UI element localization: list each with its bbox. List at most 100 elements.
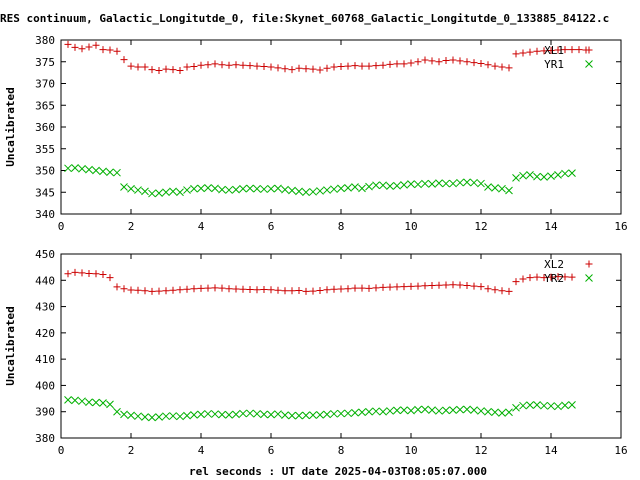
legend-label: XL2 (544, 258, 564, 271)
data-point (113, 47, 121, 55)
y-tick-label: 370 (35, 78, 55, 91)
legend-label: XL1 (544, 44, 564, 57)
data-point (225, 186, 233, 194)
data-point (540, 401, 548, 410)
data-point (449, 406, 457, 414)
data-point (379, 283, 387, 291)
data-point (162, 287, 170, 295)
data-point (260, 63, 268, 71)
y-tick-label: 450 (35, 248, 55, 261)
series-yr1 (64, 164, 576, 198)
data-point (302, 411, 310, 420)
data-point (372, 62, 380, 70)
data-point (512, 50, 520, 58)
legend-label: YR1 (544, 58, 564, 71)
data-point (540, 173, 548, 181)
data-point (92, 398, 100, 407)
data-point (211, 60, 219, 68)
data-point (113, 283, 121, 291)
data-point (568, 169, 576, 177)
x-tick-label: 0 (58, 444, 65, 457)
data-point (274, 286, 282, 294)
data-point (330, 185, 338, 194)
data-point (533, 47, 541, 55)
data-point (218, 185, 226, 194)
data-point (176, 286, 184, 294)
data-point (218, 61, 226, 69)
data-point (470, 282, 478, 290)
data-point (337, 63, 345, 71)
data-point (400, 181, 408, 189)
data-point (519, 275, 527, 283)
data-point (169, 286, 177, 294)
x-tick-label: 16 (614, 444, 627, 457)
series-xl1 (64, 40, 590, 74)
data-point (155, 189, 163, 197)
data-point (295, 287, 303, 295)
data-point (302, 188, 310, 197)
data-point (141, 287, 149, 295)
y-tick-label: 420 (35, 327, 55, 340)
data-point (547, 172, 555, 181)
data-point (428, 406, 436, 414)
data-point (365, 407, 373, 416)
data-point (386, 60, 394, 68)
data-point (442, 179, 450, 188)
data-point (365, 182, 373, 191)
y-tick-label: 430 (35, 301, 55, 314)
data-point (288, 186, 296, 195)
data-point (568, 273, 576, 281)
data-point (134, 63, 142, 71)
data-point (526, 274, 534, 282)
data-point (477, 179, 485, 188)
data-point (435, 281, 443, 289)
data-point (344, 62, 352, 70)
data-point (190, 285, 198, 293)
data-point (225, 285, 233, 293)
plot-panel-2: 0 2 4 6 8 10 12 14 16 380 390 400 410 420 430 440 450 Unc… (4, 248, 628, 457)
data-point (519, 401, 527, 410)
data-point (92, 166, 100, 175)
data-point (428, 57, 436, 65)
data-point (260, 185, 268, 194)
y-tick-label: 355 (35, 143, 55, 156)
data-point (239, 61, 247, 69)
data-point (309, 411, 317, 419)
data-point (204, 61, 212, 69)
data-point (323, 410, 331, 419)
data-point (302, 287, 310, 295)
data-point (421, 179, 429, 188)
data-point (106, 168, 114, 177)
x-tick-label: 16 (614, 220, 627, 233)
data-point (197, 284, 205, 292)
data-point (442, 406, 450, 415)
data-point (407, 282, 415, 290)
plot-panel-1: 0 2 4 6 8 10 12 14 16 340 345 350 355 360 365 370 375 380… (4, 34, 628, 233)
data-point (554, 170, 562, 179)
data-point (393, 181, 401, 190)
data-point (274, 64, 282, 72)
data-point (267, 286, 275, 294)
data-point (120, 285, 128, 293)
data-point (330, 409, 338, 418)
data-point (169, 187, 177, 196)
data-point (204, 284, 212, 292)
data-point (113, 407, 121, 416)
data-point (442, 56, 450, 64)
data-point (358, 284, 366, 292)
data-point (449, 179, 457, 188)
data-point (442, 281, 450, 289)
data-point (512, 278, 520, 286)
data-point (197, 184, 205, 193)
data-point (64, 396, 72, 404)
x-tick-label: 8 (338, 444, 345, 457)
data-point (106, 274, 114, 282)
data-point (351, 183, 359, 191)
data-point (309, 187, 317, 196)
y-tick-label: 350 (35, 165, 55, 178)
legend-marker (585, 46, 593, 54)
data-point (225, 411, 233, 419)
data-point (190, 184, 198, 193)
data-point (239, 184, 247, 193)
